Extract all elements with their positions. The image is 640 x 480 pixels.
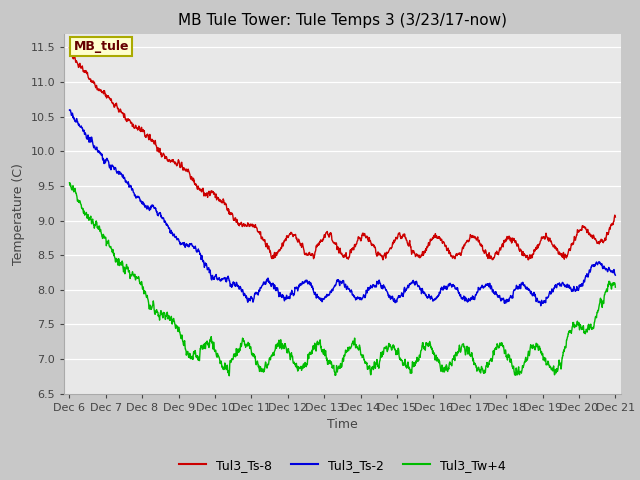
Title: MB Tule Tower: Tule Temps 3 (3/23/17-now): MB Tule Tower: Tule Temps 3 (3/23/17-now… <box>178 13 507 28</box>
X-axis label: Time: Time <box>327 418 358 431</box>
Y-axis label: Temperature (C): Temperature (C) <box>12 163 25 264</box>
Text: MB_tule: MB_tule <box>74 40 129 53</box>
Legend: Tul3_Ts-8, Tul3_Ts-2, Tul3_Tw+4: Tul3_Ts-8, Tul3_Ts-2, Tul3_Tw+4 <box>173 454 511 477</box>
